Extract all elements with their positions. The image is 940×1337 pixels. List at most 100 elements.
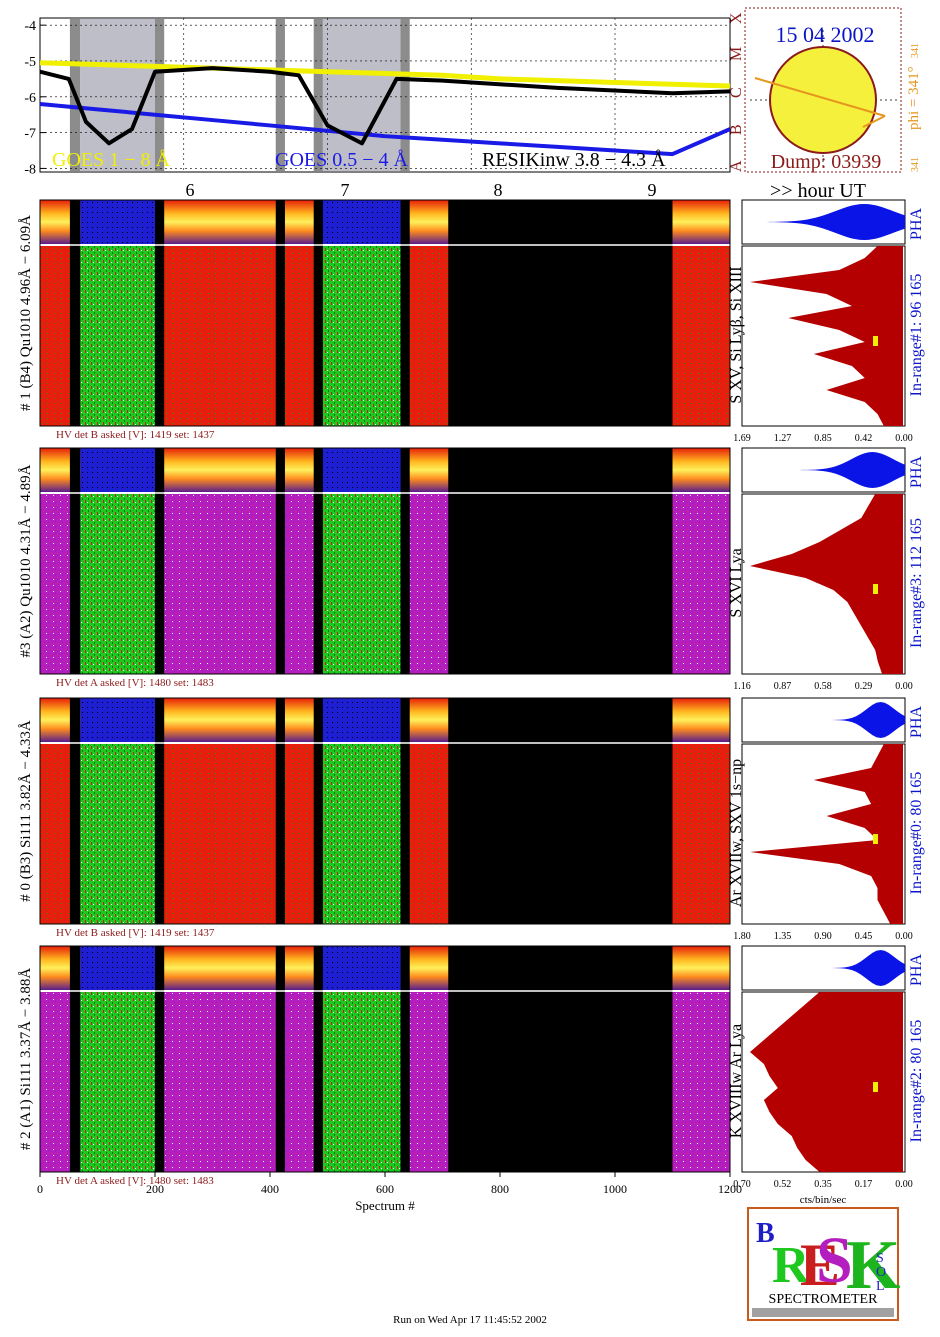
eclipse-data-block <box>80 246 155 426</box>
svg-text:E: E <box>800 1232 840 1298</box>
profile-tick-label: 0.00 <box>895 931 913 942</box>
hv-setting: HV det A asked [V]: 1480 set: 1483 <box>56 677 214 689</box>
sun-position-panel: 15 04 2002 Dump: 03939 phi = 341° 341 34… <box>744 7 922 202</box>
logo-caption: SPECTROMETER <box>769 1292 879 1307</box>
hour-axis-labels: 6 7 8 9 <box>186 180 657 200</box>
spectrogram-panel-2: HV det B asked [V]: 1419 set: 1437 # 0 (B… <box>18 697 925 942</box>
pha-profile <box>742 452 905 488</box>
series-line-0 <box>39 60 731 89</box>
data-gap <box>275 448 285 674</box>
eclipse-band <box>155 19 165 171</box>
data-gap <box>448 698 673 924</box>
data-gap <box>313 200 323 426</box>
spectrum-profile <box>750 744 903 924</box>
y-tick-label: -6 <box>24 91 36 106</box>
flare-class-label: M <box>728 47 745 61</box>
spectrum-number-axis: 0 200 400 600 800 1000 1200 <box>37 1172 742 1196</box>
data-gap <box>400 448 410 674</box>
profile-marker <box>873 336 878 346</box>
profile-tick-label: 0.35 <box>814 1179 832 1190</box>
svg-text:R: R <box>772 1237 811 1294</box>
data-gap <box>313 448 323 674</box>
profile-marker <box>873 1082 878 1092</box>
profile-tick-label: 0.45 <box>855 931 873 942</box>
series-line-1 <box>39 101 731 157</box>
eclipse-band <box>275 19 285 171</box>
detector-label: # 1 (B4) Qu1010 4.96Å − 6.09Å <box>18 215 34 411</box>
eclipse-pha-block <box>321 946 403 990</box>
panel-frame <box>39 199 731 427</box>
hv-setting: HV det B asked [V]: 1419 set: 1437 <box>56 429 215 441</box>
profile-tick-label: 0.90 <box>814 931 832 942</box>
y-tick-label: -8 <box>24 162 36 177</box>
data-gap <box>313 698 323 924</box>
observation-date: 15 04 2002 <box>776 22 875 47</box>
data-gap <box>155 946 165 1172</box>
line-identification: Ar XVIIw, SXV 1s−np <box>728 759 745 907</box>
profile-tick-label: 1.69 <box>733 433 751 444</box>
sun-direction-line <box>754 77 886 117</box>
x-tick-label: 200 <box>146 1182 164 1196</box>
in-range-label: In-range#0: 80 165 <box>908 772 925 895</box>
eclipse-data-block <box>321 992 403 1172</box>
pha-profile <box>742 950 905 986</box>
profile-tick-label: 1.27 <box>774 433 792 444</box>
eclipse-data-block <box>321 494 403 674</box>
profile-tick-label: 1.80 <box>733 931 751 942</box>
line-identification: S XV, Si Lyβ, Si XIII <box>728 266 745 403</box>
data-gap <box>69 448 81 674</box>
detector-label: # 2 (A1) Si111 3.37Å − 3.88Å <box>18 968 34 1151</box>
eclipse-pha-block <box>80 200 155 244</box>
pha-label: PHA <box>908 208 925 240</box>
goes-short-legend: GOES 0.5 − 4 Å <box>275 149 409 171</box>
x-tick-label: 600 <box>376 1182 394 1196</box>
spectrogram-panels: HV det B asked [V]: 1419 set: 1437 # 1 (B… <box>18 199 925 1190</box>
resik-logo: B R E S K S O L SPECTROMETER <box>747 1207 900 1321</box>
pha-label: PHA <box>908 456 925 488</box>
spectrum-profile <box>750 246 903 426</box>
profile-tick-label: 1.35 <box>774 931 792 942</box>
flare-class-label: A <box>728 160 745 172</box>
hv-setting: HV det A asked [V]: 1480 set: 1483 <box>56 1175 214 1187</box>
data-gap <box>448 448 673 674</box>
phi-angle-sub: 341 <box>910 43 921 58</box>
goes-lightcurve-panel: -4 -5 -6 -7 -8 GOES 1 − 8 Å GOES 0.5 − 4 Å R… <box>24 12 745 200</box>
y-tick-label: -4 <box>24 19 36 34</box>
hv-setting: HV det B asked [V]: 1419 set: 1437 <box>56 927 215 939</box>
data-gap <box>275 698 285 924</box>
data-gap <box>69 698 81 924</box>
eclipse-band <box>80 19 155 171</box>
flare-class-label: B <box>728 124 745 135</box>
svg-text:O: O <box>876 1265 886 1280</box>
eclipse-pha-block <box>321 448 403 492</box>
run-timestamp: Run on Wed Apr 17 11:45:52 2002 <box>393 1314 547 1326</box>
in-range-label: In-range#1: 96 165 <box>908 274 925 397</box>
profile-tick-label: 0.00 <box>895 433 913 444</box>
eclipse-data-block <box>80 494 155 674</box>
eclipse-band <box>313 19 323 171</box>
series-line-2 <box>39 66 731 146</box>
data-gap <box>275 200 285 426</box>
y-tick-label: -5 <box>24 55 36 70</box>
eclipse-data-block <box>321 744 403 924</box>
data-gap <box>155 200 165 426</box>
data-gap <box>155 698 165 924</box>
panel-frame <box>39 697 731 925</box>
svg-text:B: B <box>756 1218 775 1249</box>
spectrum-axis-title: Spectrum # <box>355 1198 415 1213</box>
data-gap <box>313 946 323 1172</box>
eclipse-pha-block <box>321 698 403 742</box>
profile-tick-label: 0.00 <box>895 681 913 692</box>
in-range-label: In-range#3: 112 165 <box>908 518 925 648</box>
eclipse-data-block <box>80 992 155 1172</box>
x-tick-label: 800 <box>491 1182 509 1196</box>
eclipse-data-block <box>321 246 403 426</box>
pha-label: PHA <box>908 954 925 986</box>
profile-tick-label: 0.29 <box>855 681 873 692</box>
profile-tick-label: 1.16 <box>733 681 751 692</box>
data-gap <box>69 200 81 426</box>
panel-frame <box>39 447 731 675</box>
flare-class-label: C <box>728 87 745 98</box>
eclipse-pha-block <box>80 946 155 990</box>
